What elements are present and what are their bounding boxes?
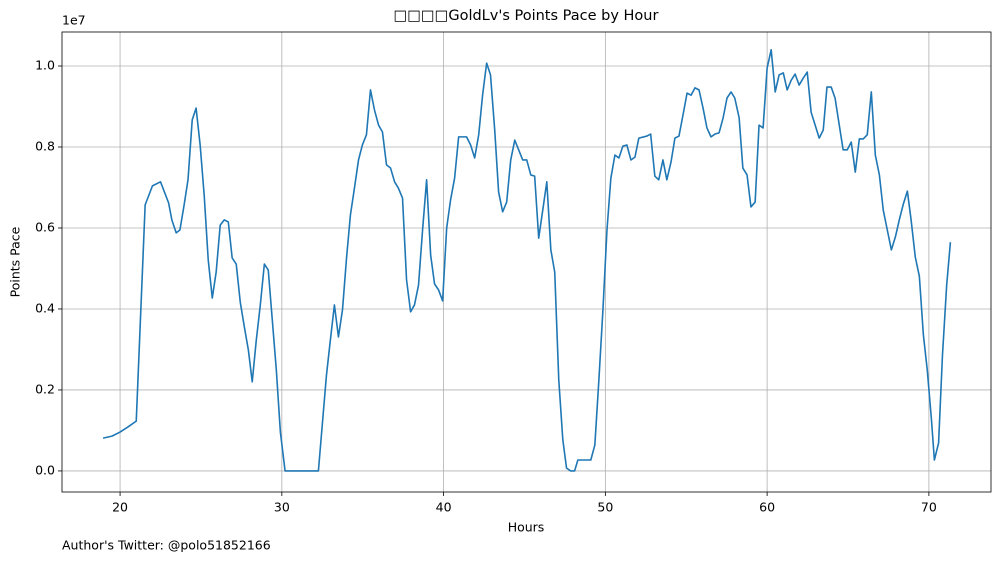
y-tick-label: 0.8 — [35, 139, 55, 154]
y-tick-label: 1.0 — [35, 58, 55, 73]
y-tick-label: 0.6 — [35, 219, 55, 234]
x-axis-label: Hours — [508, 520, 545, 535]
x-tick-label: 30 — [274, 500, 290, 515]
x-tick-label: 20 — [112, 500, 128, 515]
plot-frame — [61, 31, 992, 493]
x-tick-label: 70 — [921, 500, 937, 515]
x-tick-label: 40 — [436, 500, 452, 515]
y-tick-label: 0.2 — [35, 381, 55, 396]
y-tick-label: 0.4 — [35, 300, 55, 315]
chart-title: □□□□GoldLv's Points Pace by Hour — [394, 8, 659, 24]
x-tick-label: 60 — [759, 500, 775, 515]
y-offset-label: 1e7 — [62, 13, 86, 28]
y-axis-label: Points Pace — [8, 226, 23, 297]
x-tick-label: 50 — [597, 500, 613, 515]
data-line — [102, 49, 952, 472]
footnote: Author's Twitter: @polo51852166 — [62, 538, 271, 553]
y-tick-label: 0.0 — [35, 462, 55, 477]
